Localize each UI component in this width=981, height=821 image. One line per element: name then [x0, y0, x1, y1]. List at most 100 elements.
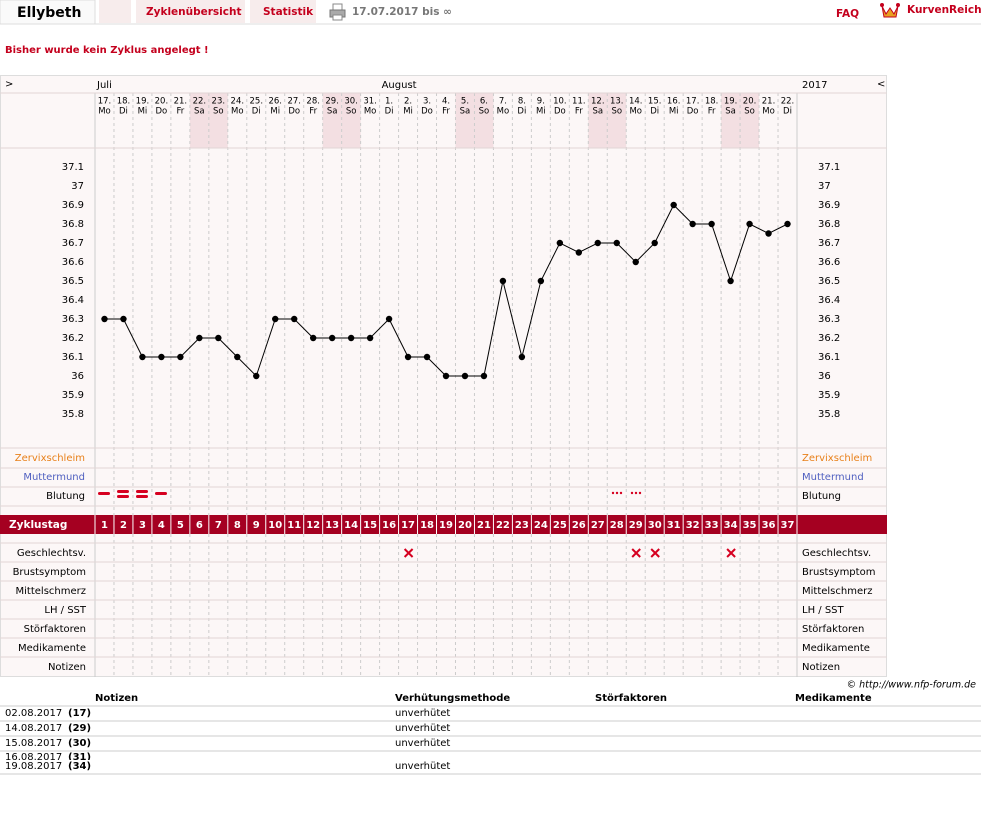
- temperature-point: [689, 220, 696, 228]
- weekday-label: Do: [288, 107, 300, 117]
- temperature-point: [385, 315, 393, 323]
- table-header: Verhütungsmethode: [395, 693, 510, 704]
- y-tick-label: 36.1: [818, 352, 840, 363]
- cycle-day: 8: [234, 520, 241, 531]
- day-label: 5.: [461, 97, 469, 107]
- note-day: (30): [68, 738, 91, 749]
- day-label: 16.: [667, 97, 681, 107]
- row-label: Zervixschleim: [15, 453, 85, 464]
- cycle-day: 26: [572, 520, 586, 531]
- day-label: 8.: [518, 97, 526, 107]
- day-label: 30.: [344, 97, 358, 107]
- tab[interactable]: [136, 0, 245, 23]
- user-tab: [0, 0, 96, 25]
- weekday-label: Mi: [403, 107, 413, 117]
- day-label: 24.: [231, 97, 245, 107]
- print-icon[interactable]: [329, 3, 346, 21]
- table-header: Medikamente: [795, 693, 872, 704]
- temperature-point: [670, 201, 677, 209]
- y-tick-label: 36.3: [62, 314, 84, 325]
- month-label: August: [382, 80, 417, 91]
- tab[interactable]: [99, 0, 131, 23]
- day-label: 1.: [385, 97, 393, 107]
- cycle-day: 19: [439, 520, 453, 531]
- y-tick-label: 36.7: [62, 238, 84, 249]
- cycle-day: 32: [686, 520, 700, 531]
- day-label: 26.: [268, 97, 282, 107]
- temperature-point: [746, 220, 753, 228]
- weekday-label: Fr: [575, 107, 583, 117]
- temperature-point: [423, 353, 431, 361]
- cycle-day: 11: [287, 520, 301, 531]
- cycle-day: 28: [610, 520, 624, 531]
- row-label: Blutung: [46, 491, 85, 502]
- temperature-point: [177, 353, 184, 361]
- temperature-point: [613, 239, 620, 247]
- weekend-shade: [474, 93, 494, 148]
- temperature-point: [196, 334, 203, 342]
- note-date: 02.08.2017: [5, 708, 62, 719]
- row-label: Mittelschmerz: [802, 586, 872, 597]
- tab[interactable]: [250, 0, 316, 23]
- row-label: Brustsymptom: [802, 567, 875, 578]
- temperature-point: [784, 220, 791, 228]
- day-label: 20.: [743, 97, 757, 107]
- weekday-label: So: [346, 107, 357, 117]
- cycle-day: 3: [139, 520, 146, 531]
- cycle-day: 5: [177, 520, 184, 531]
- day-label: 27.: [287, 97, 301, 107]
- weekday-label: Do: [554, 107, 566, 117]
- weekday-label: Di: [119, 107, 128, 117]
- weekday-label: So: [213, 107, 224, 117]
- day-label: 7.: [499, 97, 507, 107]
- nav-button[interactable]: <: [877, 79, 885, 90]
- temperature-point: [215, 334, 222, 342]
- day-label: 17.: [686, 97, 700, 107]
- tab-label[interactable]: Zyklenübersicht: [146, 6, 242, 18]
- weekday-label: Mi: [138, 107, 148, 117]
- weekday-label: Mo: [497, 107, 510, 117]
- y-tick-label: 36: [818, 371, 831, 382]
- cycle-day: 22: [496, 520, 510, 531]
- temperature-point: [291, 315, 298, 323]
- y-tick-label: 36.3: [818, 314, 840, 325]
- overlap-cover: [0, 760, 600, 772]
- weekday-label: Do: [687, 107, 699, 117]
- row-label: Störfaktoren: [802, 624, 864, 635]
- day-label: 15.: [648, 97, 662, 107]
- cycle-day: 31: [667, 520, 681, 531]
- cycle-day: 20: [458, 520, 472, 531]
- weekday-label: Di: [252, 107, 261, 117]
- tab-label[interactable]: Statistik: [263, 6, 314, 18]
- month-label: Juli: [96, 80, 112, 91]
- faq-link[interactable]: FAQ: [836, 8, 859, 20]
- y-tick-label: 35.9: [62, 390, 84, 401]
- temperature-point: [708, 220, 715, 228]
- cycle-day: 17: [401, 520, 415, 531]
- y-tick-label: 36.2: [818, 333, 840, 344]
- row-label: Muttermund: [802, 472, 864, 483]
- y-tick-label: 35.9: [818, 390, 840, 401]
- weekday-label: Mi: [270, 107, 280, 117]
- weekday-label: Mi: [536, 107, 546, 117]
- note-date: 19.08.2017: [5, 761, 62, 772]
- weekend-shade: [740, 93, 760, 148]
- row-label: LH / SST: [802, 605, 845, 616]
- row-label: Notizen: [48, 662, 86, 673]
- y-tick-label: 37: [71, 181, 84, 192]
- weekday-label: Sa: [194, 107, 205, 117]
- nav-button[interactable]: >: [5, 79, 13, 90]
- day-label: 10.: [553, 97, 567, 107]
- weekend-shade: [455, 93, 475, 148]
- row-label: Blutung: [802, 491, 841, 502]
- logo-text[interactable]: KurvenReich: [907, 4, 981, 16]
- day-label: 11.: [572, 97, 586, 107]
- y-tick-label: 36.5: [62, 276, 84, 287]
- weekday-label: Sa: [460, 107, 471, 117]
- year-label: 2017: [802, 80, 827, 91]
- weekday-label: Fr: [442, 107, 450, 117]
- weekend-shade: [189, 93, 209, 148]
- y-tick-label: 37: [818, 181, 831, 192]
- cycle-day: 10: [268, 520, 282, 531]
